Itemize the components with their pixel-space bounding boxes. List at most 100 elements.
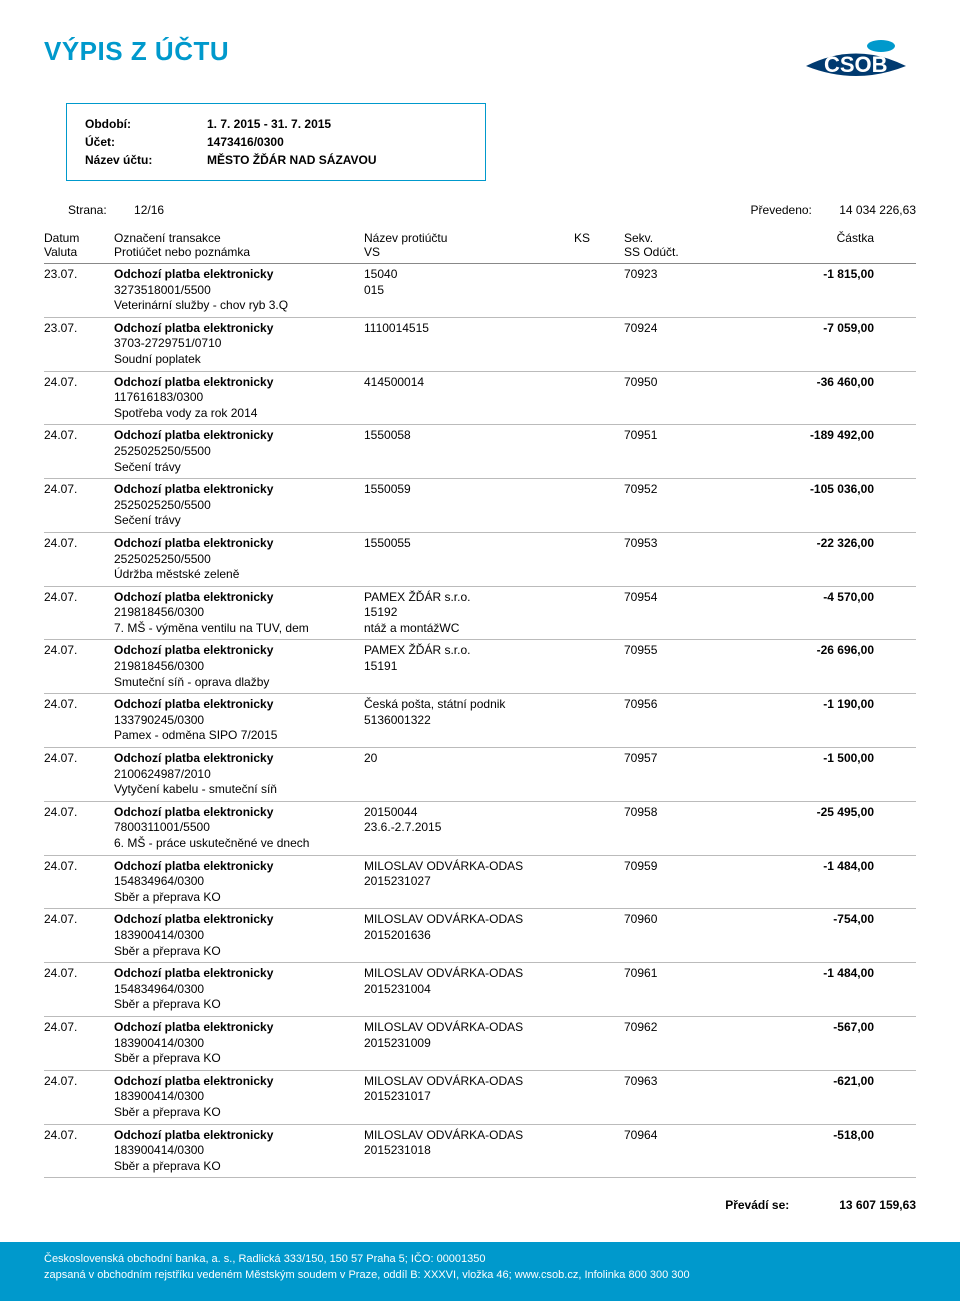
tx-desc: Odchozí platba elektronicky2525025250/55…	[114, 482, 364, 529]
account-info-box: Období: 1. 7. 2015 - 31. 7. 2015 Účet: 1…	[66, 103, 486, 181]
tx-seq: 70958	[624, 805, 724, 852]
transaction-row: 24.07.Odchozí platba elektronicky2198184…	[44, 587, 916, 641]
tx-date: 24.07.	[44, 912, 114, 959]
tx-ks-col	[574, 1128, 624, 1175]
tx-seq: 70954	[624, 590, 724, 637]
tx-amount: -4 570,00	[724, 590, 874, 637]
tx-type: Odchozí platba elektronicky	[114, 1128, 364, 1144]
tx-ks-col	[574, 428, 624, 475]
col-ss: SS Odúčt.	[624, 245, 724, 259]
tx-vs: 2015201636	[364, 928, 574, 944]
tx-type: Odchozí platba elektronicky	[114, 536, 364, 552]
footer-line1: Československá obchodní banka, a. s., Ra…	[44, 1252, 916, 1267]
carry-in-value: 14 034 226,63	[839, 203, 916, 217]
tx-name: PAMEX ŽĎÁR s.r.o.	[364, 590, 574, 606]
tx-amount: -1 190,00	[724, 697, 874, 744]
tx-date: 24.07.	[44, 859, 114, 906]
tx-desc: Odchozí platba elektronicky154834964/030…	[114, 966, 364, 1013]
tx-account: 183900414/0300	[114, 1143, 364, 1159]
tx-counterparty: PAMEX ŽĎÁR s.r.o.15192ntáž a montážWC	[364, 590, 574, 637]
tx-amount: -1 815,00	[724, 267, 874, 314]
transaction-row: 23.07.Odchozí platba elektronicky3273518…	[44, 264, 916, 318]
tx-desc: Odchozí platba elektronicky3703-2729751/…	[114, 321, 364, 368]
tx-ks-col	[574, 643, 624, 690]
transaction-row: 24.07.Odchozí platba elektronicky1839004…	[44, 1125, 916, 1179]
tx-vs: 2015231004	[364, 982, 574, 998]
transaction-row: 24.07.Odchozí platba elektronicky2198184…	[44, 640, 916, 694]
csob-logo: ČSOB	[796, 36, 916, 89]
account-name-value: MĚSTO ŽĎÁR NAD SÁZAVOU	[207, 152, 467, 168]
tx-amount: -567,00	[724, 1020, 874, 1067]
tx-seq: 70959	[624, 859, 724, 906]
tx-desc: Odchozí platba elektronicky183900414/030…	[114, 1074, 364, 1121]
tx-ks-col	[574, 805, 624, 852]
tx-counterparty: MILOSLAV ODVÁRKA-ODAS2015231018	[364, 1128, 574, 1175]
col-protiucet: Protiúčet nebo poznámka	[114, 245, 364, 259]
col-oznaceni: Označení transakce	[114, 231, 364, 245]
tx-vs: 15191	[364, 659, 574, 675]
tx-counterparty: 1550059	[364, 482, 574, 529]
tx-counterparty: 20	[364, 751, 574, 798]
tx-counterparty: MILOSLAV ODVÁRKA-ODAS2015231004	[364, 966, 574, 1013]
tx-ks-col	[574, 697, 624, 744]
tx-seq: 70963	[624, 1074, 724, 1121]
transaction-row: 24.07.Odchozí platba elektronicky1839004…	[44, 1017, 916, 1071]
tx-date: 24.07.	[44, 1020, 114, 1067]
tx-account: 2100624987/2010	[114, 767, 364, 783]
tx-vs: 1550059	[364, 482, 574, 498]
tx-vs: 15192	[364, 605, 574, 621]
tx-seq: 70956	[624, 697, 724, 744]
carry-out-value: 13 607 159,63	[839, 1198, 916, 1212]
tx-date: 23.07.	[44, 321, 114, 368]
tx-date: 24.07.	[44, 966, 114, 1013]
page-footer: Československá obchodní banka, a. s., Ra…	[0, 1242, 960, 1301]
transaction-row: 24.07.Odchozí platba elektronicky1176161…	[44, 372, 916, 426]
tx-counterparty: 15040015	[364, 267, 574, 314]
tx-account: 3703-2729751/0710	[114, 336, 364, 352]
tx-note: Vytyčení kabelu - smuteční síň	[114, 782, 364, 798]
tx-ks-col	[574, 751, 624, 798]
tx-type: Odchozí platba elektronicky	[114, 697, 364, 713]
transaction-row: 24.07.Odchozí platba elektronicky1548349…	[44, 963, 916, 1017]
tx-amount: -518,00	[724, 1128, 874, 1175]
tx-vs: 5136001322	[364, 713, 574, 729]
tx-account: 154834964/0300	[114, 982, 364, 998]
tx-counterparty: PAMEX ŽĎÁR s.r.o.15191	[364, 643, 574, 690]
tx-name: MILOSLAV ODVÁRKA-ODAS	[364, 966, 574, 982]
tx-seq: 70953	[624, 536, 724, 583]
tx-note: 6. MŠ - práce uskutečněné ve dnech	[114, 836, 364, 852]
tx-amount: -22 326,00	[724, 536, 874, 583]
tx-desc: Odchozí platba elektronicky219818456/030…	[114, 643, 364, 690]
tx-vs: 20	[364, 751, 574, 767]
tx-counterparty: MILOSLAV ODVÁRKA-ODAS2015231009	[364, 1020, 574, 1067]
tx-desc: Odchozí platba elektronicky2100624987/20…	[114, 751, 364, 798]
tx-ks-col	[574, 1074, 624, 1121]
col-castka: Částka	[724, 231, 874, 245]
tx-desc: Odchozí platba elektronicky183900414/030…	[114, 1020, 364, 1067]
transaction-list: 23.07.Odchozí platba elektronicky3273518…	[44, 264, 916, 1178]
transaction-row: 24.07.Odchozí platba elektronicky2525025…	[44, 479, 916, 533]
tx-vs: 2015231027	[364, 874, 574, 890]
tx-seq: 70964	[624, 1128, 724, 1175]
tx-ks-col	[574, 536, 624, 583]
tx-seq: 70952	[624, 482, 724, 529]
tx-account: 183900414/0300	[114, 928, 364, 944]
tx-date: 24.07.	[44, 536, 114, 583]
tx-ks-col	[574, 590, 624, 637]
tx-desc: Odchozí platba elektronicky2525025250/55…	[114, 536, 364, 583]
account-name-label: Název účtu:	[85, 152, 205, 168]
tx-desc: Odchozí platba elektronicky219818456/030…	[114, 590, 364, 637]
tx-vs: 1110014515	[364, 321, 574, 337]
tx-account: 133790245/0300	[114, 713, 364, 729]
transaction-row: 24.07.Odchozí platba elektronicky7800311…	[44, 802, 916, 856]
tx-type: Odchozí platba elektronicky	[114, 1074, 364, 1090]
tx-seq: 70950	[624, 375, 724, 422]
tx-seq: 70957	[624, 751, 724, 798]
tx-desc: Odchozí platba elektronicky183900414/030…	[114, 912, 364, 959]
tx-name: MILOSLAV ODVÁRKA-ODAS	[364, 1020, 574, 1036]
col-vs: VS	[364, 245, 574, 259]
page-title: VÝPIS Z ÚČTU	[44, 36, 229, 67]
tx-note: Sběr a přeprava KO	[114, 890, 364, 906]
tx-desc: Odchozí platba elektronicky2525025250/55…	[114, 428, 364, 475]
tx-counterparty: 414500014	[364, 375, 574, 422]
